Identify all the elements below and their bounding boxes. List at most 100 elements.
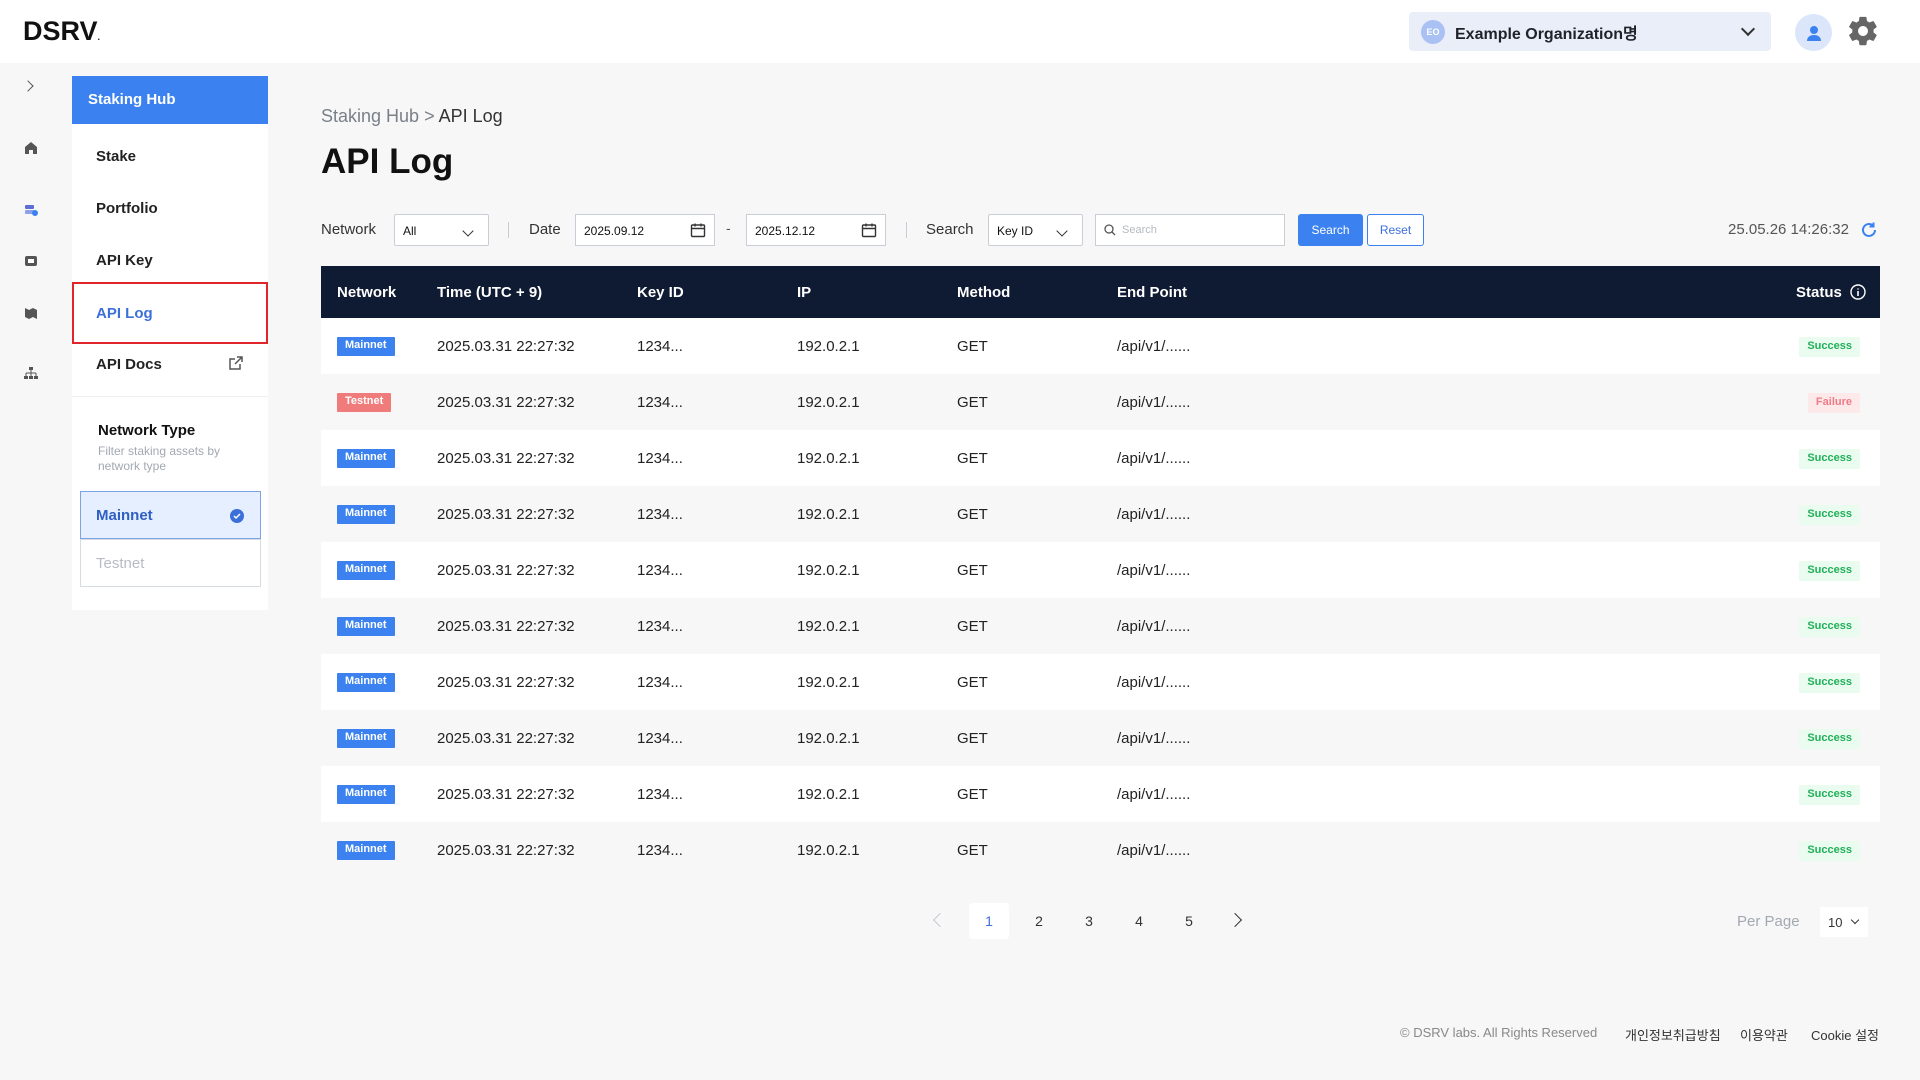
network-filter-select[interactable]: All [394,214,489,246]
breadcrumb-parent[interactable]: Staking Hub [321,106,420,126]
top-header: DSRV. EO Example Organization명 [0,0,1920,63]
network-tag: Testnet [337,393,392,412]
hierarchy-icon[interactable] [22,364,40,382]
user-avatar-button[interactable] [1795,14,1832,51]
home-icon[interactable] [22,139,40,157]
sidebar-title[interactable]: Staking Hub [72,76,268,124]
status-badge: Success [1799,617,1860,637]
network-filter-label: Network [321,221,377,238]
chevron-down-icon [1850,915,1860,925]
cell-method: GET [957,842,988,859]
network-tag: Mainnet [337,617,395,636]
search-button[interactable]: Search [1298,214,1363,246]
page-number-button[interactable]: 1 [969,903,1009,939]
column-method: Method [957,284,1011,301]
cell-key-id: 1234... [637,506,683,523]
cell-time: 2025.03.31 22:27:32 [437,842,575,859]
status-badge: Success [1799,673,1860,693]
network-tag: Mainnet [337,505,395,524]
table-row[interactable]: Mainnet 2025.03.31 22:27:32 1234... 192.0.2… [321,430,1880,486]
cell-time: 2025.03.31 22:27:32 [437,786,575,803]
status-badge: Success [1799,449,1860,469]
cell-time: 2025.03.31 22:27:32 [437,394,575,411]
table-header: Network Time (UTC + 9) Key ID IP Method … [321,266,1880,318]
cell-ip: 192.0.2.1 [797,730,860,747]
refresh-icon[interactable] [1860,221,1878,239]
date-from-input[interactable]: 2025.09.12 [575,214,715,246]
network-tag: Mainnet [337,729,395,748]
gear-icon[interactable] [1846,14,1880,48]
organization-select[interactable]: EO Example Organization명 [1409,12,1771,51]
info-icon[interactable] [1850,284,1866,300]
status-badge: Success [1799,337,1860,357]
cell-method: GET [957,730,988,747]
footer-link-cookie[interactable]: Cookie 설정 [1811,1028,1879,1043]
page-number-button[interactable]: 4 [1135,913,1143,929]
per-page-select[interactable]: 10 [1820,907,1868,937]
cell-key-id: 1234... [637,730,683,747]
sidebar-item-api-docs[interactable]: API Docs [72,339,268,389]
chevron-right-icon[interactable] [22,80,34,92]
search-input[interactable] [1122,224,1272,236]
table-row[interactable]: Mainnet 2025.03.31 22:27:32 1234... 192.0.2… [321,486,1880,542]
sidebar-item-stake[interactable]: Stake [96,147,137,165]
api-log-table: Network Time (UTC + 9) Key ID IP Method … [321,266,1880,878]
calendar-icon[interactable] [690,222,706,238]
network-type-title: Network Type [98,422,196,439]
network-option-testnet[interactable]: Testnet [80,539,261,587]
sidebar-item-api-log[interactable]: API Log [72,282,268,344]
search-filter-label: Search [926,221,974,238]
cell-ip: 192.0.2.1 [797,562,860,579]
table-row[interactable]: Testnet 2025.03.31 22:27:32 1234... 192.0.2… [321,374,1880,430]
search-field-value: Key ID [997,224,1034,238]
page-number-button[interactable]: 3 [1085,913,1093,929]
cell-key-id: 1234... [637,338,683,355]
network-filter-value: All [403,224,417,238]
search-field-select[interactable]: Key ID [988,214,1083,246]
column-time: Time (UTC + 9) [437,284,543,301]
filter-divider [508,222,509,238]
table-row[interactable]: Mainnet 2025.03.31 22:27:32 1234... 192.0.2… [321,542,1880,598]
page-number-button[interactable]: 5 [1185,913,1193,929]
table-row[interactable]: Mainnet 2025.03.31 22:27:32 1234... 192.0.2… [321,598,1880,654]
cell-time: 2025.03.31 22:27:32 [437,562,575,579]
node-icon[interactable] [22,252,40,270]
table-row[interactable]: Mainnet 2025.03.31 22:27:32 1234... 192.0.2… [321,822,1880,878]
cell-method: GET [957,394,988,411]
date-to-input[interactable]: 2025.12.12 [746,214,886,246]
calendar-icon[interactable] [861,222,877,238]
table-row[interactable]: Mainnet 2025.03.31 22:27:32 1234... 192.0.2… [321,654,1880,710]
footer-link-terms[interactable]: 이용약관 [1740,1028,1788,1043]
network-option-mainnet[interactable]: Mainnet [80,491,261,539]
status-badge: Success [1799,729,1860,749]
table-row[interactable]: Mainnet 2025.03.31 22:27:32 1234... 192.0.2… [321,766,1880,822]
staking-hub-icon[interactable] [22,201,40,219]
next-page-icon[interactable] [1227,912,1243,928]
table-body: Mainnet 2025.03.31 22:27:32 1234... 192.0.2… [321,318,1880,878]
table-row[interactable]: Mainnet 2025.03.31 22:27:32 1234... 192.0.2… [321,318,1880,374]
prev-page-icon[interactable] [932,912,948,928]
dsrv-logo[interactable]: DSRV. [23,16,101,46]
page-number-button[interactable]: 2 [1035,913,1043,929]
cell-endpoint: /api/v1/...... [1117,618,1191,635]
cell-key-id: 1234... [637,450,683,467]
network-option-label: Mainnet [96,506,153,524]
cell-method: GET [957,674,988,691]
table-row[interactable]: Mainnet 2025.03.31 22:27:32 1234... 192.0.2… [321,710,1880,766]
sidebar-item-portfolio[interactable]: Portfolio [96,199,158,217]
footer-link-privacy[interactable]: 개인정보취급방침 [1625,1028,1721,1043]
date-filter-label: Date [529,221,561,238]
date-from-value: 2025.09.12 [584,224,645,238]
reset-button[interactable]: Reset [1367,214,1424,246]
cell-ip: 192.0.2.1 [797,506,860,523]
status-badge: Success [1799,561,1860,581]
cell-ip: 192.0.2.1 [797,338,860,355]
sidebar-item-api-key[interactable]: API Key [96,251,153,269]
cell-endpoint: /api/v1/...... [1117,786,1191,803]
cell-key-id: 1234... [637,562,683,579]
cell-endpoint: /api/v1/...... [1117,730,1191,747]
search-input-box[interactable] [1095,214,1285,246]
date-to-value: 2025.12.12 [755,224,816,238]
map-icon[interactable] [22,304,40,322]
per-page-label: Per Page [1737,913,1800,930]
